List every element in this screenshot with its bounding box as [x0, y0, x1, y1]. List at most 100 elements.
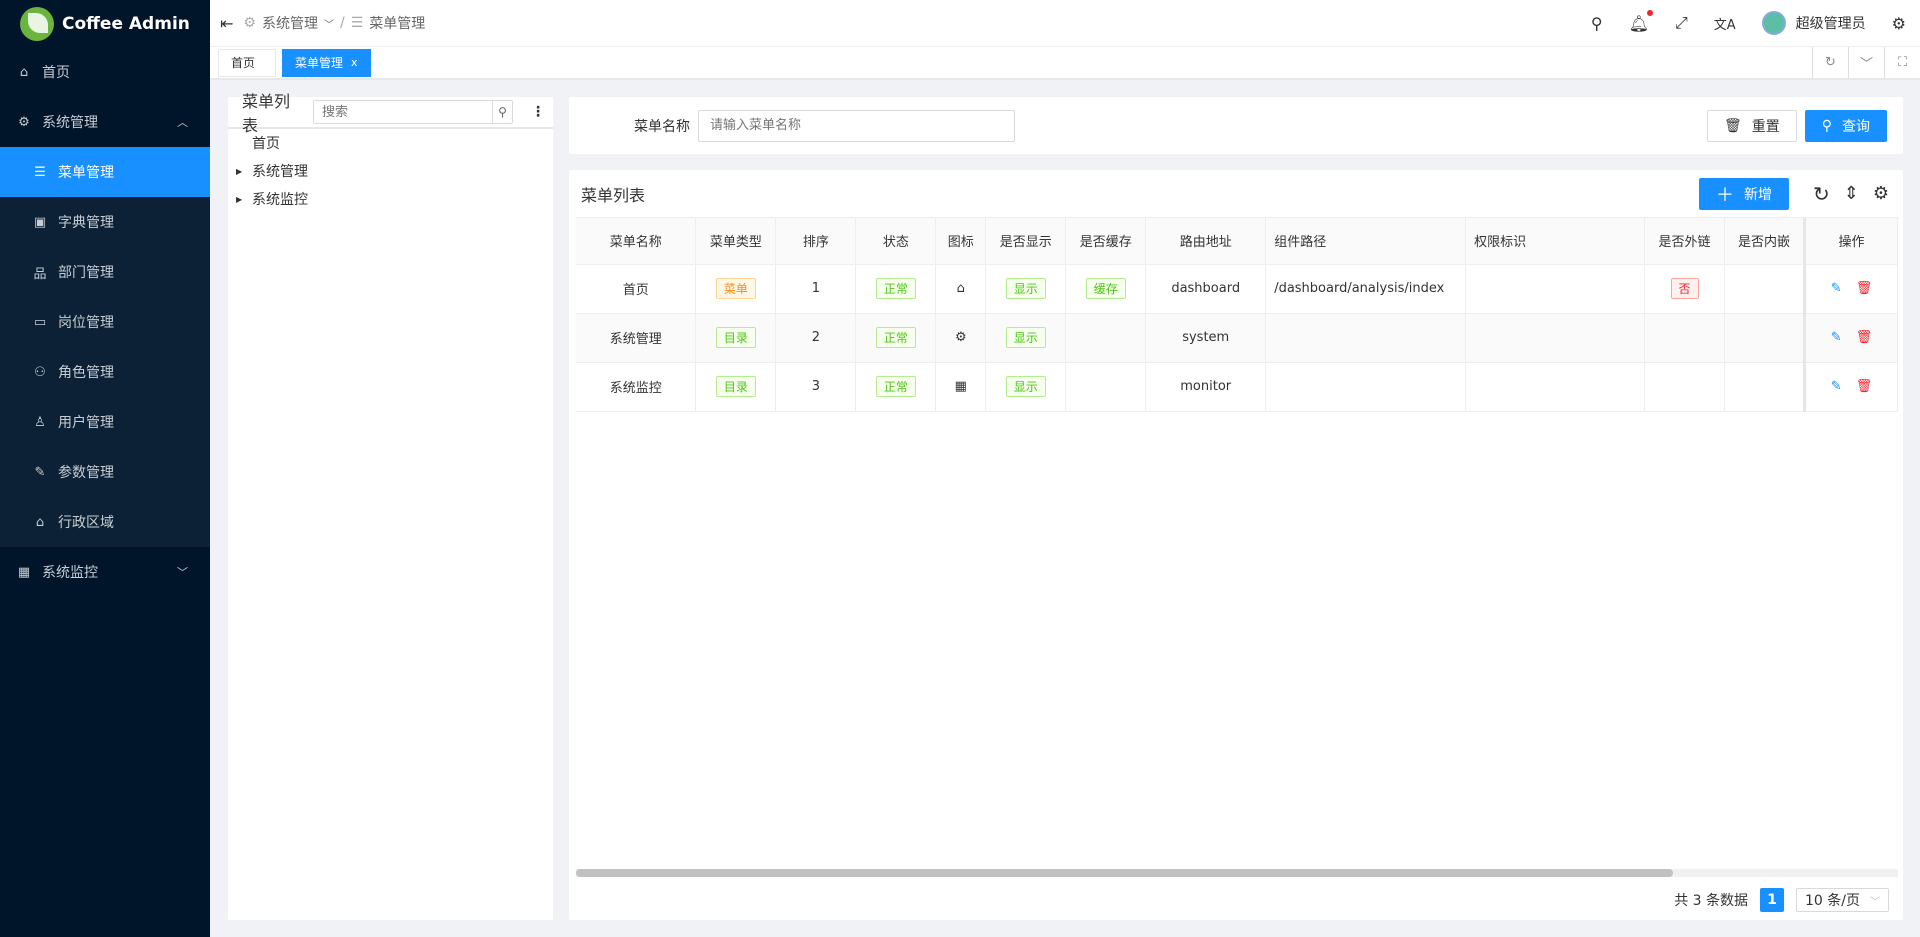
delete-icon[interactable]: 🗑︎: [1855, 379, 1873, 394]
search-icon: ⚲: [1821, 117, 1832, 134]
search-icon[interactable]: ⚲: [1590, 13, 1603, 33]
page-size-value: 10 条/页: [1805, 893, 1860, 909]
tab-menu[interactable]: 菜单管理 x: [282, 48, 371, 77]
column-header: 是否缓存: [1065, 218, 1147, 265]
tab-home[interactable]: 首页: [218, 48, 276, 77]
tree-title: 菜单列表: [242, 92, 291, 135]
sidebar-item-user[interactable]: ♙ 用户管理: [0, 397, 210, 447]
menu-name-input[interactable]: [698, 109, 1015, 142]
sidebar-item-label: 系统监控: [42, 565, 98, 581]
user-menu[interactable]: 超级管理员: [1761, 11, 1866, 35]
tab-label: 首页: [231, 56, 256, 70]
column-header: 是否内嵌: [1724, 218, 1805, 265]
fullscreen-icon[interactable]: ⤢: [1674, 13, 1688, 32]
column-header: 操作: [1802, 218, 1898, 265]
cell-perm: [1465, 264, 1646, 314]
table-title: 菜单列表: [581, 185, 646, 205]
page-size-select[interactable]: 10 条/页 ﹀: [1796, 888, 1889, 912]
caret-right-icon[interactable]: ▶: [236, 194, 243, 204]
sidebar-item-label: 菜单管理: [58, 165, 114, 181]
horizontal-scrollbar[interactable]: [576, 869, 1898, 877]
chevron-down-icon: ﹀: [1870, 896, 1880, 908]
column-settings-icon[interactable]: ⚙: [1872, 183, 1889, 204]
cell-status: 正常: [855, 362, 937, 412]
settings-icon[interactable]: ⚙: [1891, 13, 1906, 33]
page-1[interactable]: 1: [1760, 888, 1785, 912]
sidebar-item-role[interactable]: ⚇ 角色管理: [0, 347, 210, 397]
close-icon[interactable]: x: [351, 56, 358, 69]
cell-show: 显示: [985, 362, 1067, 412]
maximize-icon[interactable]: ⛶: [1884, 47, 1920, 78]
menu-fold-icon[interactable]: ⇤: [220, 13, 234, 33]
user-icon: ♙: [34, 414, 46, 430]
sidebar-item-dict[interactable]: ▣ 字典管理: [0, 197, 210, 247]
show-tag: 显示: [1005, 278, 1046, 299]
sidebar-item-region[interactable]: ⌂ 行政区域: [0, 497, 210, 547]
caret-right-icon[interactable]: ▶: [236, 166, 243, 176]
scrollbar-thumb[interactable]: [576, 869, 1673, 877]
sidebar-item-label: 字典管理: [58, 215, 114, 231]
cell-show: 显示: [985, 264, 1067, 314]
logo[interactable]: Coffee Admin: [0, 0, 210, 47]
sidebar-item-menu[interactable]: ☰ 菜单管理: [0, 147, 210, 197]
breadcrumb-separator: /: [339, 15, 345, 31]
search-icon[interactable]: ⚲: [492, 101, 512, 123]
tree-node[interactable]: ▶ 系统监控: [228, 185, 553, 213]
plus-icon: ＋: [1716, 184, 1734, 206]
edit-icon[interactable]: ✎: [1830, 330, 1842, 345]
cache-tag: 缓存: [1085, 278, 1126, 299]
add-button[interactable]: ＋ 新增: [1699, 177, 1789, 210]
tab-label: 菜单管理: [295, 56, 344, 70]
refresh-icon[interactable]: ↻: [1813, 181, 1830, 206]
chevron-down-icon[interactable]: ﹀: [1848, 47, 1884, 78]
avatar: [1761, 11, 1786, 35]
external-tag: 否: [1670, 278, 1699, 299]
sidebar-item-param[interactable]: ✎ 参数管理: [0, 447, 210, 497]
cell-show: 显示: [985, 313, 1067, 363]
menu-table: 菜单名称 菜单类型 排序 状态 图标 是否显示 是否缓存 路由地址 组件路径 权限标识 是否外链 是否…: [576, 217, 1898, 877]
cell-type: 菜单: [695, 264, 777, 314]
cell-name: 系统管理: [576, 313, 697, 363]
tree-node[interactable]: ▶ 系统管理: [228, 157, 553, 185]
delete-icon[interactable]: 🗑︎: [1855, 330, 1873, 345]
refresh-icon[interactable]: ↻: [1812, 47, 1848, 78]
cell-name: 首页: [576, 264, 697, 314]
bell-icon[interactable]: 🔔︎: [1629, 9, 1653, 33]
sidebar-item-dept[interactable]: 品部门管理: [0, 247, 210, 297]
tree-node[interactable]: 首页: [228, 129, 553, 157]
sidebar-item-label: 角色管理: [58, 365, 114, 381]
breadcrumb-item[interactable]: 系统管理: [261, 16, 318, 32]
delete-icon: 🗑︎: [1723, 117, 1742, 134]
sidebar-item-home[interactable]: ⌂ 首页: [0, 47, 210, 97]
search-panel: 菜单名称 🗑︎ 重置 ⚲ 查询: [569, 97, 1903, 154]
cell-embed: [1724, 264, 1805, 314]
dictionary-icon: ▣: [33, 214, 47, 230]
column-header: 路由地址: [1145, 218, 1267, 265]
id-card-icon: ▭: [33, 314, 47, 330]
tree-search-input[interactable]: [314, 101, 492, 123]
edit-icon[interactable]: ✎: [1830, 281, 1842, 296]
sidebar: Coffee Admin ⌂ 首页 ⚙ 系统管理 ︿ ☰ 菜单管理 ▣ 字典管理 品部门管…: [0, 0, 210, 937]
delete-icon[interactable]: 🗑︎: [1855, 281, 1873, 296]
org-tree-icon: 品: [33, 266, 47, 282]
translate-icon[interactable]: 文A: [1713, 17, 1736, 33]
sidebar-item-post[interactable]: ▭ 岗位管理: [0, 297, 210, 347]
cell-icon: ⚙: [935, 313, 987, 363]
cell-sort: 3: [775, 362, 857, 412]
tree-node-label: 首页: [252, 136, 280, 152]
more-icon[interactable]: ⋮: [531, 104, 545, 120]
sidebar-item-monitor[interactable]: ▦ 系统监控 ﹀: [0, 547, 210, 597]
edit-icon[interactable]: ✎: [1830, 379, 1842, 394]
column-header: 排序: [775, 218, 857, 265]
density-icon[interactable]: ⇕: [1843, 183, 1859, 204]
list-icon: ☰: [34, 164, 46, 180]
column-header: 菜单类型: [695, 218, 777, 265]
cell-component: [1265, 362, 1467, 412]
table-row: 首页 菜单 1 正常 ⌂ 显示 缓存 dashboard /dashboard/…: [576, 264, 1898, 314]
sidebar-item-system[interactable]: ⚙ 系统管理 ︿: [0, 97, 210, 147]
sidebar-item-label: 参数管理: [58, 465, 114, 481]
column-header: 状态: [855, 218, 937, 265]
cell-type: 目录: [695, 362, 777, 412]
query-button[interactable]: ⚲ 查询: [1804, 109, 1887, 142]
reset-button[interactable]: 🗑︎ 重置: [1706, 109, 1797, 142]
